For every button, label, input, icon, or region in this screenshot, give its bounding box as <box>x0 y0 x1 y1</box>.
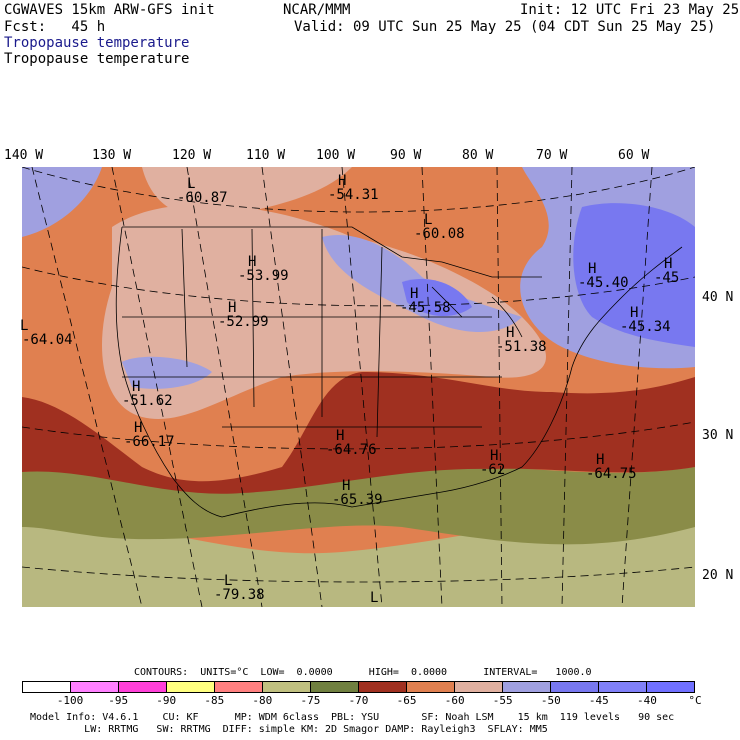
center-value-label: -64.76 <box>326 442 377 458</box>
band-minus-45 <box>573 203 695 347</box>
legend-tick-label: -60 <box>444 694 465 707</box>
high-center-marker: H <box>664 256 673 272</box>
lat-label-30n: 30 N <box>702 428 734 443</box>
graticule <box>22 167 695 607</box>
legend-tick-label: -85 <box>204 694 225 707</box>
center-value-label: -52.99 <box>218 314 269 330</box>
legend-swatch <box>503 682 551 692</box>
forecast-hour: Fcst: 45 h <box>4 19 106 35</box>
lon-label-140w: 140 W <box>4 148 44 163</box>
center-value-label: -51.62 <box>122 393 173 409</box>
low-center-marker: L <box>224 573 233 589</box>
coastlines-and-borders <box>115 226 683 518</box>
contours-info: CONTOURS: UNITS=°C LOW= 0.0000 HIGH= 0.0… <box>134 667 592 678</box>
legend-tick-label: -55 <box>492 694 513 707</box>
lat-label-40n: 40 N <box>702 290 734 305</box>
band-minus-50-pacific <box>22 167 102 237</box>
lon-label-110w: 110 W <box>246 148 286 163</box>
init-time: Init: 12 UTC Fri 23 May 25 <box>520 2 740 18</box>
center-value-label: -62 <box>480 462 506 478</box>
center-value-label: -60.87 <box>177 190 228 206</box>
lon-label-80w: 80 W <box>462 148 494 163</box>
legend-swatch <box>407 682 455 692</box>
center-value-label: -45 <box>654 270 680 286</box>
temperature-bands <box>22 167 695 607</box>
legend-swatch <box>647 682 694 692</box>
lon-label-70w: 70 W <box>536 148 568 163</box>
color-legend <box>22 681 695 693</box>
high-center-marker: H <box>506 325 515 341</box>
low-center-marker: L <box>187 176 196 192</box>
high-center-marker: H <box>596 452 605 468</box>
high-center-marker: H <box>588 261 597 277</box>
band-minus-55 <box>102 204 546 419</box>
high-center-marker: H <box>228 300 237 316</box>
low-center-marker: L <box>370 590 379 606</box>
tropopause-temperature-map <box>22 167 695 607</box>
legend-tick-label: -80 <box>252 694 273 707</box>
model-info-line2: LW: RRTMG SW: RRTMG DIFF: simple KM: 2D … <box>30 724 548 735</box>
legend-tick-label: -40 <box>636 694 657 707</box>
center-value-label: -65.39 <box>332 492 383 508</box>
low-center-marker: L <box>424 212 433 228</box>
legend-tick-label: -65 <box>396 694 417 707</box>
high-center-marker: H <box>132 379 141 395</box>
center-value-label: -79.38 <box>214 587 265 603</box>
center-value-label: -66.17 <box>124 434 175 450</box>
band-minus-45-lakes <box>402 278 472 317</box>
legend-tick-label: -90 <box>156 694 177 707</box>
band-minus-50-southwest <box>122 356 212 389</box>
legend-swatch <box>119 682 167 692</box>
high-center-marker: H <box>490 448 499 464</box>
high-center-marker: H <box>248 254 257 270</box>
legend-tick-label: -75 <box>300 694 321 707</box>
center-value-label: -53.99 <box>238 268 289 284</box>
lon-label-100w: 100 W <box>316 148 356 163</box>
legend-tick-label: -50 <box>540 694 561 707</box>
high-center-marker: H <box>342 478 351 494</box>
center-value-label: -45.34 <box>620 319 671 335</box>
band-minus-65 <box>22 372 695 494</box>
lon-label-130w: 130 W <box>92 148 132 163</box>
lat-label-20n: 20 N <box>702 568 734 583</box>
high-center-marker: H <box>336 428 345 444</box>
legend-tick-label: -45 <box>588 694 609 707</box>
field-label-secondary: Tropopause temperature <box>4 51 190 67</box>
model-info-line1: Model Info: V4.6.1 CU: KF MP: WDM 6class… <box>30 712 675 723</box>
center-value-label: -64.75 <box>586 466 637 482</box>
high-center-marker: H <box>338 173 347 189</box>
band-minus-55-north <box>142 167 352 218</box>
legend-swatch <box>359 682 407 692</box>
legend-swatch <box>455 682 503 692</box>
center-value-label: -45.40 <box>578 275 629 291</box>
center-value-label: -64.04 <box>22 332 73 348</box>
high-center-marker: H <box>134 420 143 436</box>
legend-tick-label: -70 <box>348 694 369 707</box>
low-center-marker: L <box>20 318 29 334</box>
lon-label-90w: 90 W <box>390 148 422 163</box>
legend-swatch <box>23 682 71 692</box>
center-value-label: -51.38 <box>496 339 547 355</box>
legend-tick-label: -95 <box>108 694 129 707</box>
legend-swatch <box>263 682 311 692</box>
legend-swatch <box>311 682 359 692</box>
lon-label-60w: 60 W <box>618 148 650 163</box>
lon-label-120w: 120 W <box>172 148 212 163</box>
center-value-label: -54.31 <box>328 187 379 203</box>
field-label-primary: Tropopause temperature <box>4 35 190 51</box>
legend-swatch <box>215 682 263 692</box>
legend-tick-label: °C <box>688 694 702 707</box>
legend-tick-label: -100 <box>56 694 84 707</box>
legend-swatch <box>599 682 647 692</box>
high-center-marker: H <box>630 305 639 321</box>
high-center-marker: H <box>410 286 419 302</box>
model-title: CGWAVES 15km ARW-GFS init <box>4 2 215 18</box>
center-value-label: -45.58 <box>400 300 451 316</box>
institution: NCAR/MMM <box>283 2 351 18</box>
legend-swatch <box>551 682 599 692</box>
center-value-label: -60.08 <box>414 226 465 242</box>
valid-time: Valid: 09 UTC Sun 25 May 25 (04 CDT Sun … <box>294 19 716 35</box>
legend-swatch <box>71 682 119 692</box>
legend-swatch <box>167 682 215 692</box>
